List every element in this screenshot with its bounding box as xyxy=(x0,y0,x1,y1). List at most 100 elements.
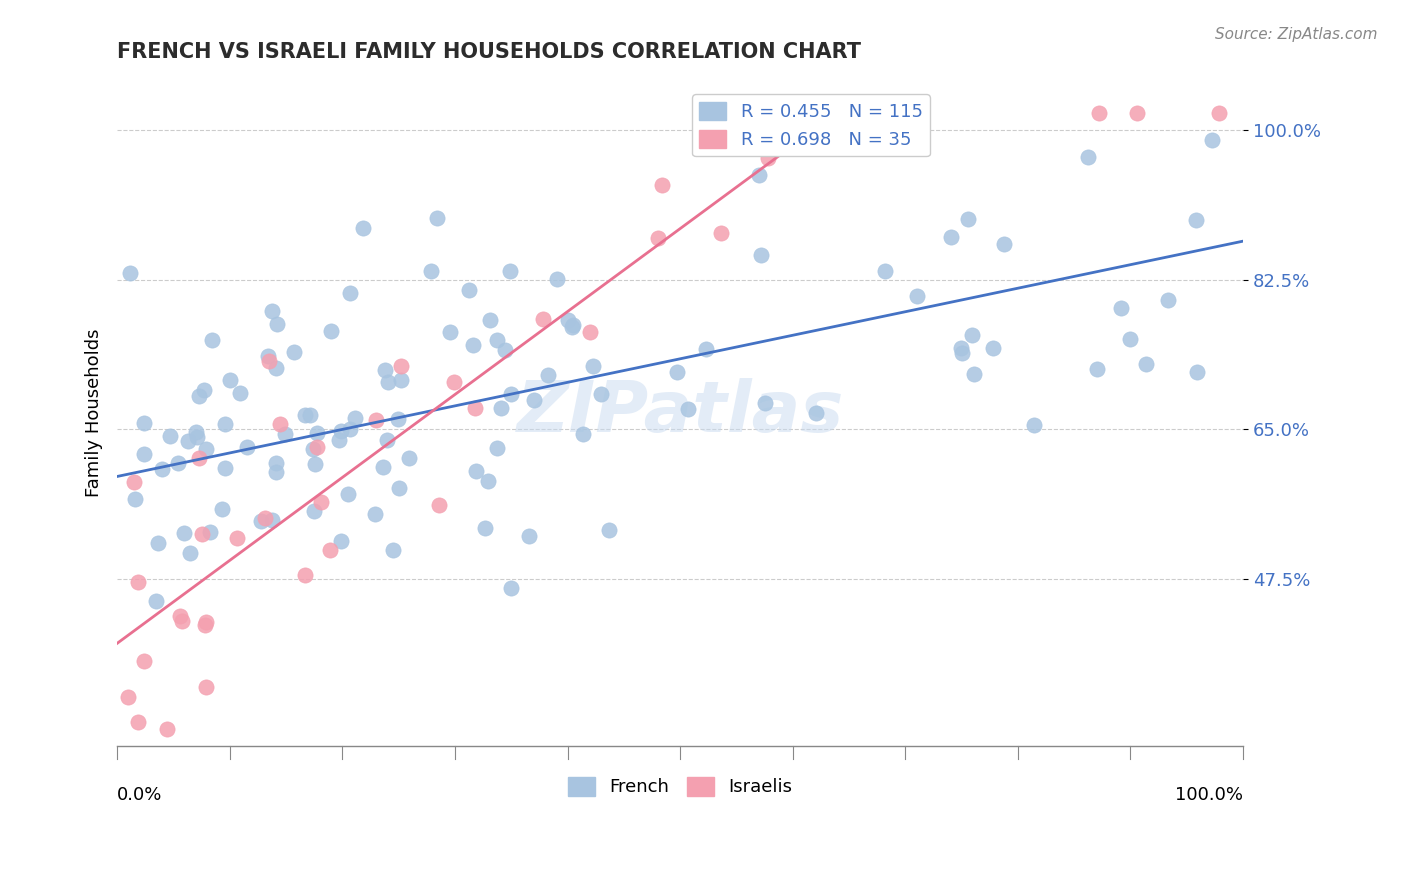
Point xyxy=(458,283,481,297)
Point xyxy=(589,387,612,401)
Point xyxy=(294,567,316,582)
Point xyxy=(236,440,259,454)
Point xyxy=(758,151,780,165)
Point xyxy=(389,374,412,388)
Point xyxy=(517,529,540,543)
Point xyxy=(298,408,321,422)
Text: ZIPatlas: ZIPatlas xyxy=(516,378,844,447)
Point xyxy=(666,366,689,380)
Point xyxy=(194,618,217,632)
Point xyxy=(145,593,167,607)
Point xyxy=(1119,332,1142,346)
Text: 100.0%: 100.0% xyxy=(1175,786,1243,804)
Point xyxy=(710,227,733,241)
Point xyxy=(188,389,211,403)
Point xyxy=(122,475,145,489)
Point xyxy=(319,324,342,338)
Point xyxy=(266,456,288,470)
Point xyxy=(127,714,149,729)
Point xyxy=(283,344,305,359)
Point xyxy=(146,536,169,550)
Point xyxy=(1185,364,1208,378)
Point xyxy=(194,680,217,694)
Point xyxy=(193,383,215,397)
Point xyxy=(150,462,173,476)
Point xyxy=(950,341,973,355)
Point xyxy=(169,609,191,624)
Text: FRENCH VS ISRAELI FAMILY HOUSEHOLDS CORRELATION CHART: FRENCH VS ISRAELI FAMILY HOUSEHOLDS CORR… xyxy=(117,42,862,62)
Point xyxy=(873,264,896,278)
Point xyxy=(498,263,520,277)
Point xyxy=(1088,105,1111,120)
Point xyxy=(173,525,195,540)
Point xyxy=(184,425,207,439)
Point xyxy=(132,654,155,668)
Point xyxy=(344,410,367,425)
Point xyxy=(389,359,412,374)
Point xyxy=(264,465,287,479)
Point xyxy=(339,285,361,300)
Point xyxy=(485,333,508,347)
Point xyxy=(195,442,218,456)
Point xyxy=(219,373,242,387)
Point xyxy=(419,264,441,278)
Point xyxy=(257,349,280,363)
Point xyxy=(132,417,155,431)
Point xyxy=(963,367,986,381)
Point xyxy=(572,426,595,441)
Point xyxy=(561,320,583,334)
Point xyxy=(159,429,181,443)
Point xyxy=(499,582,522,596)
Point xyxy=(262,304,284,318)
Point xyxy=(578,325,600,339)
Point xyxy=(127,574,149,589)
Point xyxy=(302,442,325,456)
Point xyxy=(190,527,212,541)
Point xyxy=(375,433,398,447)
Point xyxy=(748,168,770,182)
Point xyxy=(186,430,208,444)
Point xyxy=(179,546,201,560)
Point xyxy=(647,231,669,245)
Point xyxy=(749,248,772,262)
Point xyxy=(329,424,352,438)
Point xyxy=(201,333,224,347)
Point xyxy=(259,353,281,368)
Point xyxy=(897,132,920,146)
Legend: French, Israelis: French, Israelis xyxy=(561,770,800,804)
Point xyxy=(170,614,193,628)
Point xyxy=(474,521,496,535)
Point xyxy=(387,412,409,426)
Point xyxy=(250,514,273,528)
Y-axis label: Family Households: Family Households xyxy=(86,328,103,497)
Point xyxy=(439,326,461,340)
Point xyxy=(381,543,404,558)
Point xyxy=(598,523,620,537)
Point xyxy=(304,504,326,518)
Point xyxy=(274,427,297,442)
Point xyxy=(352,221,374,235)
Point xyxy=(562,318,585,333)
Point xyxy=(489,401,512,416)
Point xyxy=(120,267,142,281)
Point xyxy=(443,375,465,389)
Text: 0.0%: 0.0% xyxy=(117,786,163,804)
Point xyxy=(166,456,188,470)
Point xyxy=(214,461,236,475)
Point xyxy=(426,211,449,226)
Point xyxy=(494,343,516,357)
Point xyxy=(939,230,962,244)
Point xyxy=(329,533,352,548)
Point xyxy=(582,359,605,374)
Point xyxy=(177,434,200,449)
Point xyxy=(1126,105,1149,120)
Point xyxy=(754,396,776,410)
Point xyxy=(1135,357,1157,371)
Point xyxy=(651,178,673,192)
Point xyxy=(155,722,177,736)
Point xyxy=(557,313,579,327)
Point xyxy=(464,464,486,478)
Point xyxy=(253,511,276,525)
Text: Source: ZipAtlas.com: Source: ZipAtlas.com xyxy=(1215,27,1378,42)
Point xyxy=(676,401,699,416)
